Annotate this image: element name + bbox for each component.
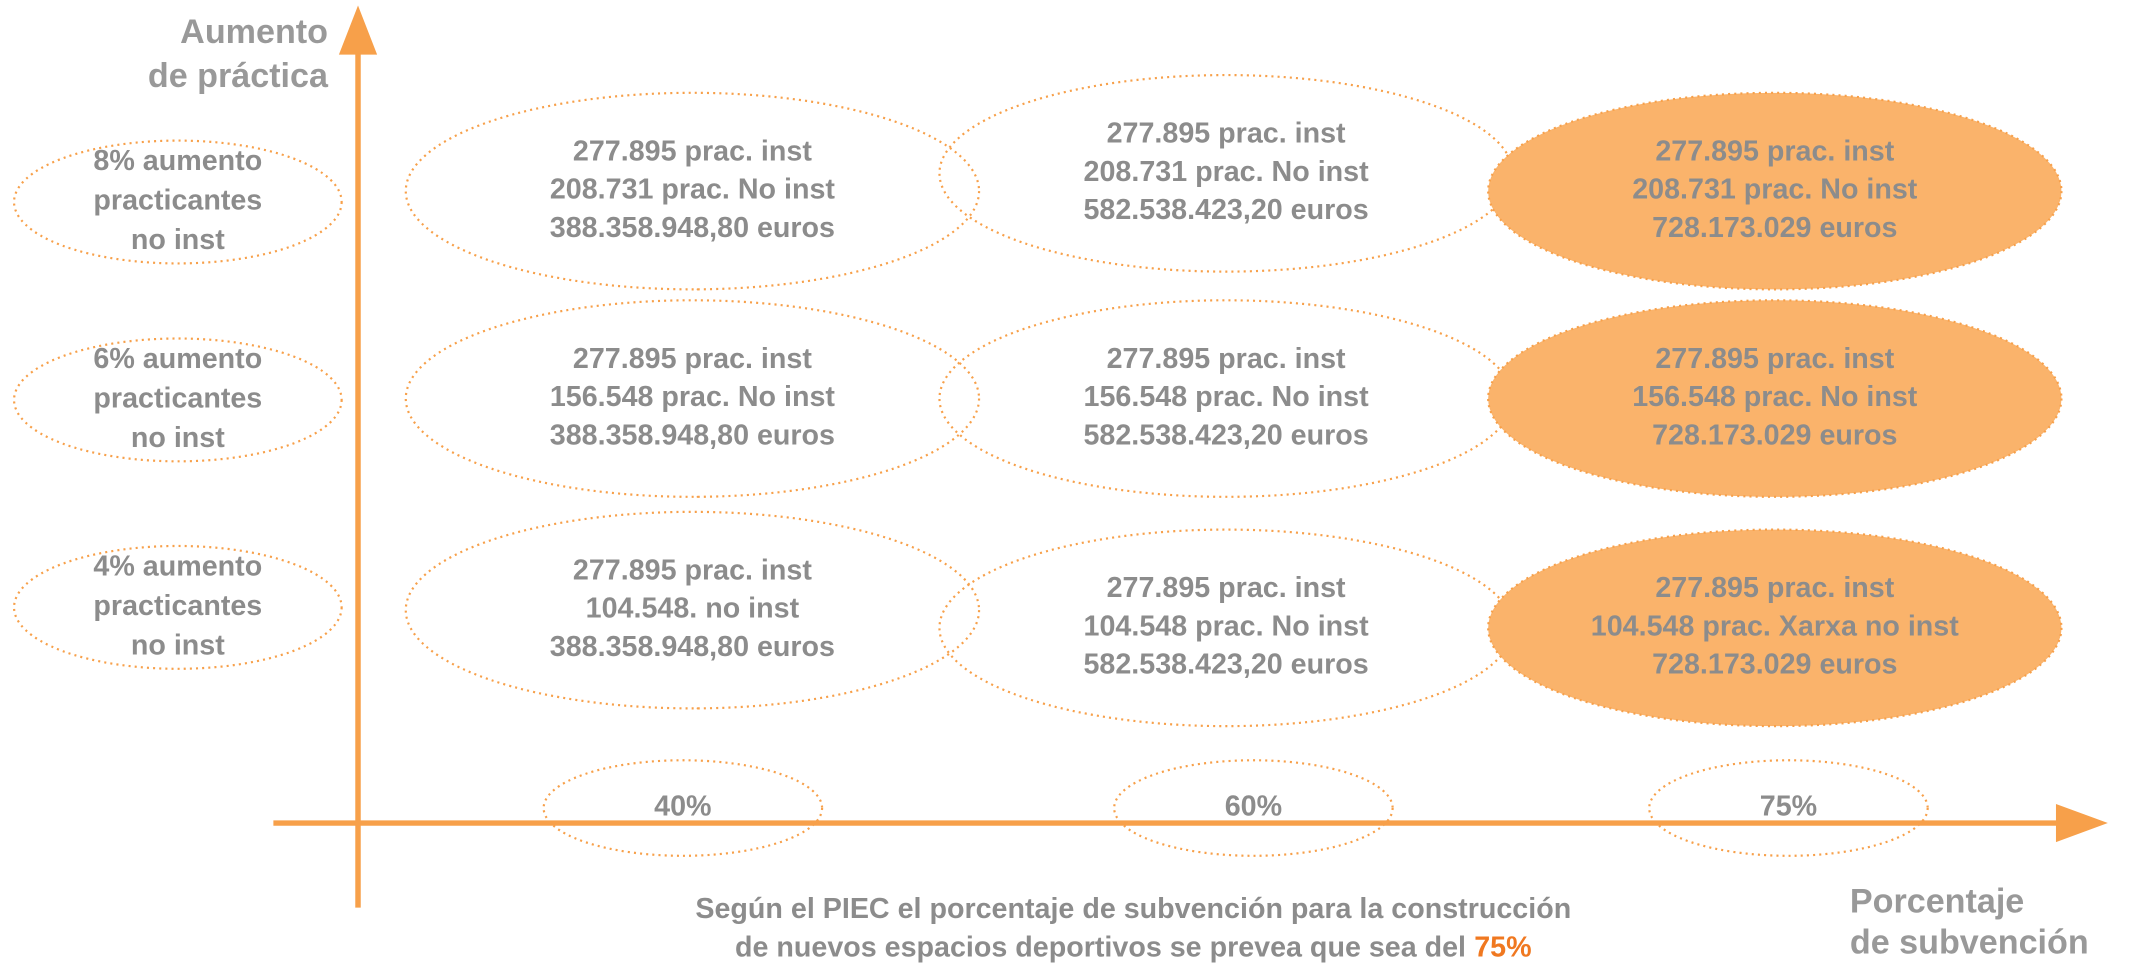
cell-text: 208.731 prac. No inst — [1084, 156, 1370, 188]
cell-ellipse — [1487, 528, 2063, 728]
cell-text: 208.731 prac. No inst — [550, 174, 836, 206]
cell-ellipse — [1487, 91, 2063, 291]
row-label: practicantes — [93, 185, 262, 217]
cell-text: 104.548 prac. Xarxa no inst — [1591, 610, 1959, 642]
cell-text: 156.548 prac. No inst — [1084, 381, 1370, 413]
y-axis-label: de práctica — [148, 57, 329, 95]
column-label: 75% — [1760, 791, 1817, 823]
cell-text: 277.895 prac. inst — [1655, 343, 1894, 375]
cell-ellipse — [404, 510, 981, 710]
x-axis-label: de subvención — [1850, 924, 2089, 962]
cell-text: 277.895 prac. inst — [573, 343, 812, 375]
cell-text: 156.548 prac. No inst — [550, 381, 836, 413]
row-label: no inst — [131, 224, 225, 256]
cell-text: 388.358.948,80 euros — [550, 419, 835, 451]
note-line: de nuevos espacios deportivos se prevea … — [735, 931, 1532, 963]
column-label-ellipse — [1113, 759, 1394, 857]
row-label: 8% aumento — [93, 145, 262, 177]
cell-text: 277.895 prac. inst — [1655, 135, 1894, 167]
row-label: no inst — [131, 630, 225, 662]
column-label: 60% — [1225, 791, 1282, 823]
row-label-ellipse — [12, 139, 343, 265]
row-label-ellipse — [12, 337, 343, 463]
cell-text: 582.538.423,20 euros — [1083, 419, 1368, 451]
row-label: 6% aumento — [93, 343, 262, 375]
cell-text: 582.538.423,20 euros — [1083, 649, 1368, 681]
cell-text: 277.895 prac. inst — [1107, 572, 1346, 604]
cell-text: 104.548. no inst — [586, 593, 800, 625]
row-label: 4% aumento — [93, 550, 262, 582]
note-highlight: 75% — [1474, 931, 1531, 963]
cell-text: 277.895 prac. inst — [1107, 118, 1346, 150]
column-label: 40% — [654, 791, 711, 823]
cell-text: 277.895 prac. inst — [573, 135, 812, 167]
row-label: practicantes — [93, 383, 262, 415]
cell-text: 728.173.029 euros — [1652, 419, 1897, 451]
y-axis-arrow — [338, 5, 378, 55]
y-axis-label: Aumento — [180, 13, 328, 51]
note-text: de nuevos espacios deportivos se prevea … — [735, 931, 1466, 963]
cell-text: 728.173.029 euros — [1652, 649, 1897, 681]
column-label-ellipse — [1648, 759, 1929, 857]
cell-text: 104.548 prac. No inst — [1084, 610, 1370, 642]
cell-text: 277.895 prac. inst — [1107, 343, 1346, 375]
cell-text: 388.358.948,80 euros — [550, 631, 835, 663]
row-label-ellipse — [12, 544, 343, 670]
row-label: no inst — [131, 422, 225, 454]
row-label: practicantes — [93, 590, 262, 622]
cell-text: 277.895 prac. inst — [573, 554, 812, 586]
note-line: Según el PIEC el porcentaje de subvenció… — [695, 893, 1571, 925]
cell-text: 208.731 prac. No inst — [1632, 174, 1918, 206]
x-axis-label: Porcentaje — [1850, 883, 2024, 921]
cell-text: 582.538.423,20 euros — [1083, 194, 1368, 226]
cell-ellipse — [404, 91, 981, 291]
x-axis-arrow — [2055, 803, 2108, 843]
cell-text: 277.895 prac. inst — [1655, 572, 1894, 604]
cell-text: 156.548 prac. No inst — [1632, 381, 1918, 413]
cell-text: 728.173.029 euros — [1652, 212, 1897, 244]
cell-text: 388.358.948,80 euros — [550, 212, 835, 244]
column-label-ellipse — [542, 759, 824, 857]
cell-ellipse — [404, 299, 981, 498]
cell-ellipse — [1487, 299, 2063, 498]
